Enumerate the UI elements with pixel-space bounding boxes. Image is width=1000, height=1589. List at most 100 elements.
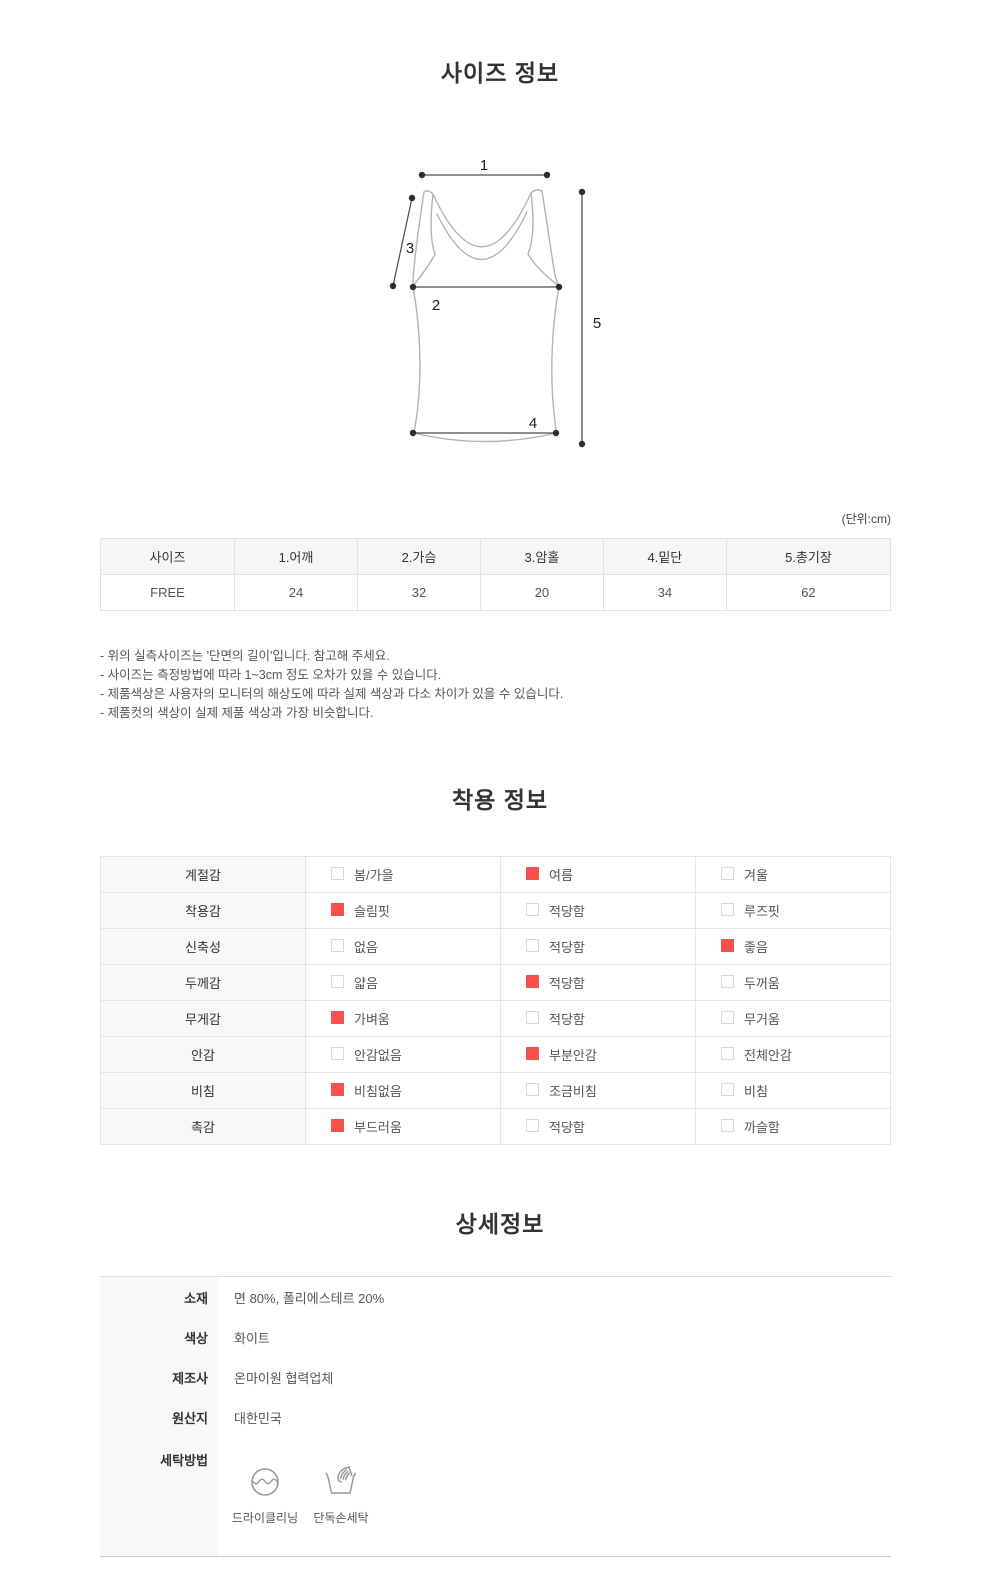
checkbox-icon [526, 1083, 539, 1096]
fit-row-label: 비침 [100, 1072, 306, 1109]
fit-row-lining: 안감 안감없음 부분안감 전체안감 [100, 1036, 891, 1073]
note-line: - 제품색상은 사용자의 모니터의 해상도에 따라 실제 색상과 다소 차이가 … [100, 687, 564, 701]
fit-option-label: 슬림핏 [354, 904, 390, 919]
checkbox-icon [721, 1119, 734, 1132]
checkbox-icon [721, 1047, 734, 1060]
size-notes: - 위의 실측사이즈는 '단면의 길이'입니다. 참고해 주세요. - 사이즈는… [100, 647, 891, 723]
checkbox-icon [526, 903, 539, 916]
dry-cleaning-icon [251, 1468, 279, 1496]
size-value-cell: 32 [356, 574, 481, 611]
fit-option-label: 조금비침 [549, 1084, 597, 1099]
size-value-cell: 24 [234, 574, 358, 611]
size-table-header: 1.어깨 [234, 538, 358, 575]
laundry-method-dry-cleaning: 드라이클리닝 [232, 1463, 298, 1556]
size-value-cell: 20 [479, 574, 604, 611]
note-line: - 사이즈는 측정방법에 따라 1~3cm 정도 오차가 있을 수 있습니다. [100, 668, 442, 682]
detail-row-value: 면 80%, 폴리에스테르 20% [234, 1290, 385, 1306]
checkbox-icon [331, 903, 344, 916]
fit-row-season: 계절감 봄/가을 여름 겨울 [100, 856, 891, 893]
checkbox-icon [721, 939, 734, 952]
fit-row-sheerness: 비침 비침없음 조금비침 비침 [100, 1072, 891, 1109]
checkbox-icon [721, 1083, 734, 1096]
laundry-method-label: 단독손세탁 [313, 1511, 369, 1525]
fit-row-texture: 촉감 부드러움 적당함 까슬함 [100, 1108, 891, 1145]
diagram-label-length: 5 [593, 315, 601, 332]
fit-option-label: 비침없음 [354, 1084, 402, 1099]
hand-wash-icon [325, 1466, 357, 1494]
laundry-method-hand-wash: 단독손세탁 [308, 1463, 374, 1556]
detail-row-color: 색상 화이트 [100, 1317, 891, 1357]
fit-row-label: 안감 [100, 1036, 306, 1073]
detail-row-origin: 원산지 대한민국 [100, 1397, 891, 1437]
checkbox-icon [331, 1047, 344, 1060]
fit-row-weight: 무게감 가벼움 적당함 무거움 [100, 1000, 891, 1037]
size-value-cell: 62 [725, 574, 892, 611]
fit-option-label: 적당함 [549, 1120, 585, 1135]
checkbox-icon [331, 939, 344, 952]
detail-section-title: 상세정보 [455, 1211, 545, 1237]
diagram-label-armhole: 3 [406, 240, 414, 257]
fit-option-label: 루즈핏 [744, 904, 780, 919]
detail-row-label: 원산지 [100, 1397, 218, 1437]
detail-row-label: 세탁방법 [100, 1437, 218, 1556]
checkbox-icon [331, 975, 344, 988]
checkbox-icon [721, 867, 734, 880]
note-line: - 제품컷의 색상이 실제 제품 색상과 가장 비슷합니다. [100, 706, 374, 720]
fit-option-label: 없음 [354, 940, 378, 955]
unit-label: (단위:cm) [841, 512, 891, 526]
detail-row-label: 제조사 [100, 1357, 218, 1397]
fit-row-label: 착용감 [100, 892, 306, 929]
fit-option-label: 좋음 [744, 940, 768, 955]
fit-row-label: 두께감 [100, 964, 306, 1001]
fit-row-label: 무게감 [100, 1000, 306, 1037]
fit-row-fit: 착용감 슬림핏 적당함 루즈핏 [100, 892, 891, 929]
size-section-title: 사이즈 정보 [440, 60, 560, 86]
fit-option-label: 안감없음 [354, 1048, 402, 1063]
laundry-method-label: 드라이클리닝 [231, 1511, 299, 1525]
checkbox-icon [526, 1047, 539, 1060]
size-table-header: 4.밑단 [602, 538, 727, 575]
size-table-header-row: 사이즈 1.어깨 2.가슴 3.암홀 4.밑단 5.총기장 [100, 538, 892, 575]
fit-option-label: 겨울 [744, 868, 768, 883]
fit-option-label: 적당함 [549, 940, 585, 955]
size-table-header: 사이즈 [100, 538, 235, 575]
fit-row-label: 촉감 [100, 1108, 306, 1145]
checkbox-icon [721, 903, 734, 916]
checkbox-icon [331, 1083, 344, 1096]
fit-section-title: 착용 정보 [451, 787, 549, 813]
laundry-methods: 드라이클리닝 [218, 1437, 374, 1556]
diagram-label-chest: 2 [432, 297, 440, 314]
detail-row-value: 대한민국 [234, 1410, 282, 1426]
fit-option-label: 무거움 [744, 1012, 780, 1027]
checkbox-icon [526, 867, 539, 880]
fit-row-label: 계절감 [100, 856, 306, 893]
fit-info-table: 계절감 봄/가을 여름 겨울 착용감 슬림핏 적당함 루즈핏 신축성 없음 적당… [100, 856, 891, 1145]
size-table: 사이즈 1.어깨 2.가슴 3.암홀 4.밑단 5.총기장 FREE 24 32… [100, 538, 892, 611]
detail-row-value: 온마이원 협력업체 [234, 1370, 334, 1386]
size-table-header: 5.총기장 [725, 538, 892, 575]
detail-info-table: 소재 면 80%, 폴리에스테르 20% 색상 화이트 제조사 온마이원 협력업… [100, 1276, 891, 1557]
checkbox-icon [331, 1011, 344, 1024]
checkbox-icon [526, 939, 539, 952]
size-table-header: 2.가슴 [356, 538, 481, 575]
dimension-endpoint-dots [389, 171, 586, 448]
fit-option-label: 가벼움 [354, 1012, 390, 1027]
checkbox-icon [331, 1119, 344, 1132]
size-value-cell: 34 [602, 574, 727, 611]
fit-option-label: 전체안감 [744, 1048, 792, 1063]
fit-row-thickness: 두께감 얇음 적당함 두꺼움 [100, 964, 891, 1001]
fit-option-label: 얇음 [354, 976, 378, 991]
checkbox-icon [526, 1011, 539, 1024]
fit-option-label: 까슬함 [744, 1120, 780, 1135]
size-name-cell: FREE [100, 574, 235, 611]
detail-row-value: 화이트 [234, 1330, 270, 1346]
detail-row-label: 소재 [100, 1277, 218, 1317]
fit-option-label: 적당함 [549, 904, 585, 919]
fit-option-label: 적당함 [549, 1012, 585, 1027]
note-line: - 위의 실측사이즈는 '단면의 길이'입니다. 참고해 주세요. [100, 649, 390, 663]
fit-option-label: 여름 [549, 868, 573, 883]
fit-row-label: 신축성 [100, 928, 306, 965]
size-table-value-row: FREE 24 32 20 34 62 [100, 574, 892, 611]
fit-option-label: 부분안감 [549, 1048, 597, 1063]
